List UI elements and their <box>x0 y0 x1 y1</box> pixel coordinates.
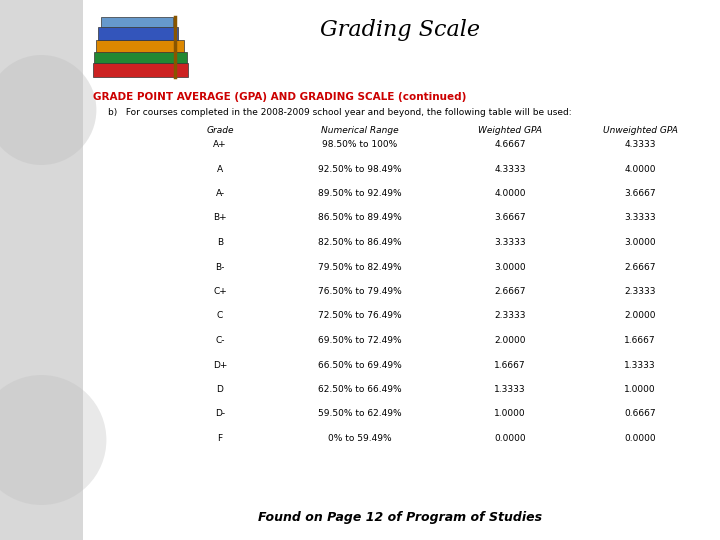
Text: Unweighted GPA: Unweighted GPA <box>603 126 678 135</box>
Text: b)   For courses completed in the 2008-2009 school year and beyond, the followin: b) For courses completed in the 2008-200… <box>108 108 572 117</box>
Text: 0.6667: 0.6667 <box>624 409 656 418</box>
Text: 2.3333: 2.3333 <box>624 287 656 296</box>
Bar <box>94 52 186 63</box>
Text: Found on Page 12 of Program of Studies: Found on Page 12 of Program of Studies <box>258 511 542 524</box>
Text: 2.0000: 2.0000 <box>494 336 526 345</box>
Text: 0.0000: 0.0000 <box>494 434 526 443</box>
Text: 98.50% to 100%: 98.50% to 100% <box>323 140 397 149</box>
Text: 79.50% to 82.49%: 79.50% to 82.49% <box>318 262 402 272</box>
Bar <box>98 27 178 40</box>
Text: 66.50% to 69.49%: 66.50% to 69.49% <box>318 361 402 369</box>
Text: 3.0000: 3.0000 <box>624 238 656 247</box>
Text: 1.0000: 1.0000 <box>494 409 526 418</box>
Bar <box>93 63 188 77</box>
Text: Grade: Grade <box>206 126 234 135</box>
Bar <box>0 0 83 540</box>
Text: 4.0000: 4.0000 <box>494 189 526 198</box>
Text: C-: C- <box>215 336 225 345</box>
Text: D+: D+ <box>213 361 228 369</box>
Text: D: D <box>217 385 223 394</box>
Text: A+: A+ <box>213 140 227 149</box>
Text: Numerical Range: Numerical Range <box>321 126 399 135</box>
Text: 76.50% to 79.49%: 76.50% to 79.49% <box>318 287 402 296</box>
Text: 0% to 59.49%: 0% to 59.49% <box>328 434 392 443</box>
Text: 92.50% to 98.49%: 92.50% to 98.49% <box>318 165 402 173</box>
Text: 62.50% to 66.49%: 62.50% to 66.49% <box>318 385 402 394</box>
Text: B: B <box>217 238 223 247</box>
Text: 86.50% to 89.49%: 86.50% to 89.49% <box>318 213 402 222</box>
Text: Grading Scale: Grading Scale <box>320 19 480 41</box>
Text: 4.3333: 4.3333 <box>624 140 656 149</box>
Text: 3.6667: 3.6667 <box>494 213 526 222</box>
Text: 1.3333: 1.3333 <box>624 361 656 369</box>
Text: B-: B- <box>215 262 225 272</box>
Text: 3.3333: 3.3333 <box>494 238 526 247</box>
Text: Weighted GPA: Weighted GPA <box>478 126 542 135</box>
Text: 82.50% to 86.49%: 82.50% to 86.49% <box>318 238 402 247</box>
Text: 89.50% to 92.49%: 89.50% to 92.49% <box>318 189 402 198</box>
Circle shape <box>0 375 107 505</box>
Text: 3.6667: 3.6667 <box>624 189 656 198</box>
Text: C: C <box>217 312 223 321</box>
Text: 72.50% to 76.49%: 72.50% to 76.49% <box>318 312 402 321</box>
Circle shape <box>0 55 96 165</box>
Text: 1.6667: 1.6667 <box>494 361 526 369</box>
Text: D-: D- <box>215 409 225 418</box>
Text: 2.0000: 2.0000 <box>624 312 656 321</box>
Text: 0.0000: 0.0000 <box>624 434 656 443</box>
Text: 1.3333: 1.3333 <box>494 385 526 394</box>
Text: 1.6667: 1.6667 <box>624 336 656 345</box>
Text: 69.50% to 72.49%: 69.50% to 72.49% <box>318 336 402 345</box>
Text: 4.3333: 4.3333 <box>494 165 526 173</box>
Text: 4.6667: 4.6667 <box>494 140 526 149</box>
Text: 4.0000: 4.0000 <box>624 165 656 173</box>
Text: 2.3333: 2.3333 <box>494 312 526 321</box>
Text: B+: B+ <box>213 213 227 222</box>
Text: 2.6667: 2.6667 <box>624 262 656 272</box>
Bar <box>96 40 184 52</box>
Text: A: A <box>217 165 223 173</box>
Text: 2.6667: 2.6667 <box>494 287 526 296</box>
Text: GRADE POINT AVERAGE (GPA) AND GRADING SCALE (continued): GRADE POINT AVERAGE (GPA) AND GRADING SC… <box>93 92 466 102</box>
Bar <box>101 17 173 27</box>
Text: C+: C+ <box>213 287 227 296</box>
Text: 59.50% to 62.49%: 59.50% to 62.49% <box>318 409 402 418</box>
Text: A-: A- <box>215 189 225 198</box>
Text: F: F <box>217 434 222 443</box>
Text: 3.3333: 3.3333 <box>624 213 656 222</box>
Text: 3.0000: 3.0000 <box>494 262 526 272</box>
Text: 1.0000: 1.0000 <box>624 385 656 394</box>
